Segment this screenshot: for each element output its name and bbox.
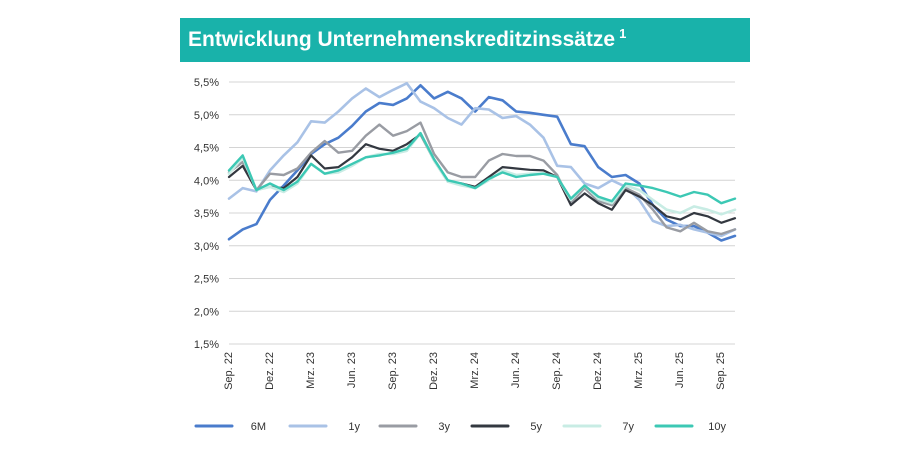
legend-label-3y: 3y (438, 421, 450, 433)
x-tick-label: Sep. 22 (223, 352, 235, 390)
x-tick-label: Dez. 22 (264, 352, 276, 390)
series-line-10y (227, 131, 737, 205)
y-tick-label: 5,0% (194, 110, 219, 122)
x-tick-label: Mrz. 25 (633, 352, 645, 389)
series-line-6m (227, 84, 737, 242)
legend-label-5y: 5y (530, 421, 542, 433)
y-tick-label: 3,0% (194, 241, 219, 253)
series-line-5y (227, 133, 737, 224)
x-tick-label: Dez. 23 (428, 352, 440, 390)
x-tick-label: Jun. 24 (510, 352, 522, 388)
series-line-3y (227, 121, 737, 236)
x-tick-label: Jun. 23 (346, 352, 358, 388)
y-tick-label: 3,5% (194, 208, 219, 220)
chart-title: Entwicklung Unternehmenskreditzinssätze 1 (188, 26, 627, 52)
x-tick-label: Sep. 23 (387, 352, 399, 390)
legend-label-7y: 7y (622, 421, 634, 433)
y-tick-label: 4,0% (194, 175, 219, 187)
y-tick-label: 1,5% (194, 339, 219, 351)
series-line-1y (227, 82, 737, 238)
x-tick-label: Jun. 25 (674, 352, 686, 388)
y-tick-label: 2,5% (194, 274, 219, 286)
legend-label-10y: 10y (708, 421, 726, 433)
y-tick-label: 5,5% (194, 77, 219, 89)
y-tick-label: 2,0% (194, 306, 219, 318)
chart-title-text: Entwicklung Unternehmenskreditzinssätze (188, 28, 616, 51)
legend-label-1y: 1y (348, 421, 360, 433)
y-tick-label: 4,5% (194, 143, 219, 155)
legend-label-6m: 6M (251, 421, 266, 433)
x-tick-label: Dez. 24 (592, 352, 604, 390)
x-tick-label: Sep. 24 (551, 352, 563, 390)
x-tick-label: Mrz. 24 (469, 352, 481, 389)
x-tick-label: Sep. 25 (715, 352, 727, 390)
title-footnote-marker: 1 (619, 26, 627, 41)
chart-title-bar: Entwicklung Unternehmenskreditzinssätze 1 (180, 18, 750, 62)
x-tick-label: Mrz. 23 (305, 352, 317, 389)
